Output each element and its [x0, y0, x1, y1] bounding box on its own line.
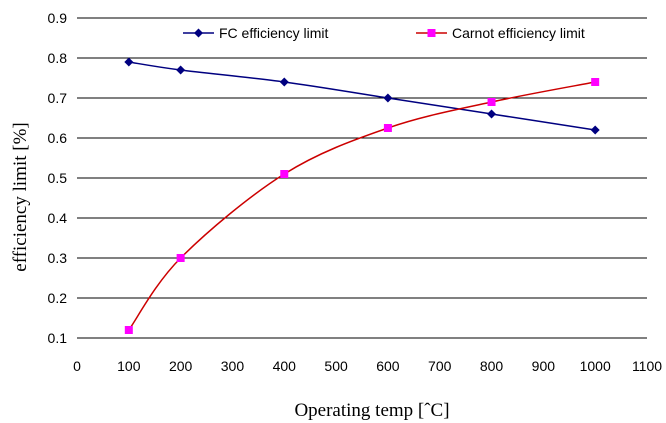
y-tick-labels: 0.1 0.2 0.3 0.4 0.5 0.6 0.7 0.8 0.9	[48, 10, 68, 346]
x-tick-label: 0	[73, 358, 81, 374]
fc-efficiency-legend-label: FC efficiency limit	[219, 25, 329, 41]
y-tick-label: 0.5	[48, 170, 68, 186]
y-tick-label: 0.1	[48, 330, 68, 346]
x-tick-label: 700	[428, 358, 452, 374]
y-tick-label: 0.8	[48, 50, 68, 66]
fc-efficiency-point	[590, 125, 600, 135]
x-tick-label: 600	[376, 358, 400, 374]
fc-efficiency-legend-marker	[194, 28, 203, 38]
y-tick-label: 0.2	[48, 290, 68, 306]
x-tick-labels: 0 100 200 300 400 500 600 700 800 900 1000 1100	[73, 358, 662, 374]
carnot-efficiency-point	[487, 98, 496, 106]
x-tick-label: 200	[169, 358, 193, 374]
x-tick-label: 800	[480, 358, 504, 374]
x-axis-title: Operating temp [ˆC]	[294, 400, 449, 421]
x-tick-label: 1100	[632, 358, 662, 374]
grid-lines	[77, 17, 647, 339]
y-tick-label: 0.7	[48, 90, 68, 106]
x-tick-label: 900	[532, 358, 556, 374]
y-tick-label: 0.3	[48, 250, 68, 266]
legend: FC efficiency limit Carnot efficiency lim…	[183, 25, 585, 41]
fc-efficiency-point	[279, 77, 289, 87]
fc-efficiency-point	[176, 65, 186, 75]
carnot-efficiency-point	[280, 170, 289, 178]
carnot-efficiency-point	[591, 78, 600, 86]
y-tick-label: 0.4	[48, 210, 68, 226]
carnot-efficiency-point	[124, 326, 133, 334]
carnot-efficiency-point	[176, 254, 185, 262]
carnot-efficiency-point	[383, 124, 392, 132]
fc-efficiency-point	[383, 93, 393, 103]
x-tick-label: 300	[221, 358, 245, 374]
fc-efficiency-point	[487, 109, 497, 119]
x-tick-label: 100	[117, 358, 141, 374]
series-layer	[124, 57, 600, 334]
fc-efficiency-point	[124, 57, 134, 67]
carnot-efficiency-legend-label: Carnot efficiency limit	[452, 25, 585, 41]
y-tick-label: 0.9	[48, 10, 68, 26]
carnot-efficiency-legend-marker	[427, 29, 436, 37]
y-tick-label: 0.6	[48, 130, 68, 146]
y-axis-title: efficiency limit [%]	[10, 122, 31, 271]
fc-efficiency-line	[128, 61, 596, 131]
x-tick-label: 500	[324, 358, 348, 374]
x-tick-label: 1000	[580, 358, 611, 374]
x-tick-label: 400	[273, 358, 297, 374]
